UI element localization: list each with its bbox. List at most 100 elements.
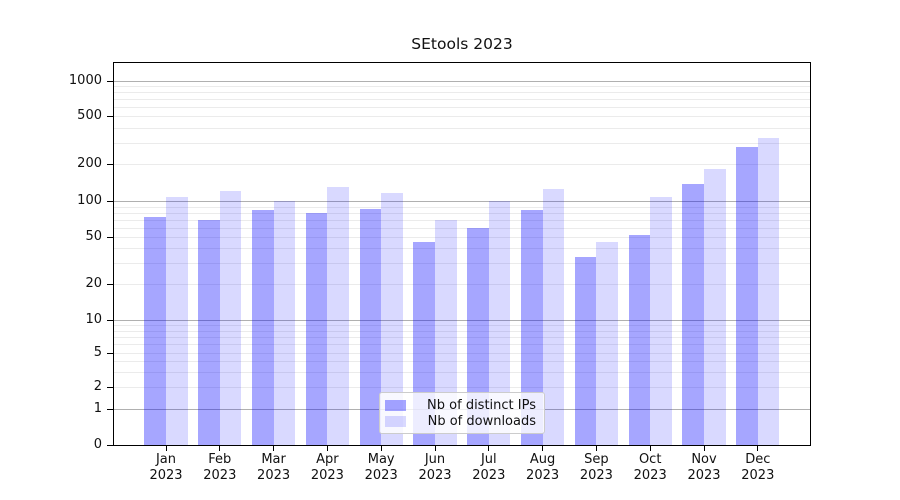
gridline-minor-6 bbox=[114, 344, 810, 346]
bar-distinct-ips-sep bbox=[574, 256, 597, 445]
x-tick-label-line: 2023 bbox=[418, 468, 452, 483]
gridline-minor-900 bbox=[114, 86, 810, 88]
y-tick-mark-50 bbox=[107, 236, 113, 238]
y-tick-mark-20 bbox=[107, 283, 113, 285]
legend-label-distinct-ips: Nb of distinct IPs bbox=[427, 397, 536, 413]
bar-downloads-aug bbox=[542, 189, 565, 445]
gridline-minor-60 bbox=[114, 227, 810, 229]
x-tick-label-line: 2023 bbox=[741, 468, 775, 483]
bar-distinct-ips-may bbox=[359, 208, 382, 445]
bar-downloads-apr bbox=[327, 186, 350, 445]
bar-distinct-ips-jul bbox=[467, 227, 489, 445]
legend-item-distinct-ips: Nb of distinct IPs bbox=[385, 397, 536, 413]
bar-downloads-mar bbox=[273, 201, 296, 445]
x-tick-label-line: 2023 bbox=[633, 468, 667, 483]
y-axis-tick-label-0: 0 bbox=[93, 437, 102, 452]
gridline-minor-30 bbox=[114, 263, 810, 265]
y-axis-tick-label-10: 10 bbox=[85, 312, 102, 327]
y-tick-mark-5 bbox=[107, 352, 113, 354]
x-tick-mark-3 bbox=[326, 446, 328, 451]
x-axis-tick-label-feb: Feb 2023 bbox=[193, 452, 247, 484]
gridline-major-1000 bbox=[114, 81, 810, 82]
x-tick-label-line: 2023 bbox=[203, 468, 237, 483]
x-axis-tick-label-sep: Sep 2023 bbox=[569, 452, 623, 484]
x-tick-label-line: Feb bbox=[208, 452, 232, 467]
gridline-major-10 bbox=[114, 320, 810, 321]
y-tick-mark-1000 bbox=[107, 80, 113, 82]
gridline-minor-9 bbox=[114, 325, 810, 326]
gridline-minor-2 bbox=[114, 387, 810, 388]
gridline-minor-400 bbox=[114, 127, 810, 129]
x-tick-label-line: May bbox=[367, 452, 395, 467]
x-tick-mark-9 bbox=[649, 446, 651, 451]
gridline-major-100 bbox=[114, 201, 810, 202]
x-axis-tick-label-oct: Oct 2023 bbox=[623, 452, 677, 484]
bar-downloads-oct bbox=[650, 196, 672, 445]
x-tick-label-line: 2023 bbox=[310, 468, 344, 483]
x-tick-label-line: Dec bbox=[745, 452, 771, 467]
gridline-minor-5 bbox=[114, 353, 810, 354]
x-tick-mark-8 bbox=[595, 446, 597, 451]
legend-swatch-downloads bbox=[385, 415, 406, 427]
bar-downloads-nov bbox=[704, 169, 726, 445]
x-tick-label-line: Oct bbox=[638, 452, 662, 467]
y-axis-tick-label-1000: 1000 bbox=[68, 73, 102, 88]
legend: Nb of distinct IPs Nb of downloads bbox=[379, 392, 545, 434]
x-axis-tick-label-nov: Nov 2023 bbox=[677, 452, 731, 484]
y-axis-tick-label-1: 1 bbox=[93, 401, 102, 416]
y-tick-mark-1 bbox=[107, 408, 113, 410]
bar-downloads-sep bbox=[596, 242, 619, 445]
gridline-minor-8 bbox=[114, 330, 810, 332]
y-tick-mark-100 bbox=[107, 200, 113, 202]
gridline-minor-300 bbox=[114, 142, 810, 144]
x-tick-mark-4 bbox=[380, 446, 382, 451]
x-tick-label-line: 2023 bbox=[579, 468, 613, 483]
gridline-minor-200 bbox=[114, 164, 810, 165]
x-tick-mark-7 bbox=[542, 446, 544, 451]
bar-downloads-dec bbox=[757, 138, 780, 445]
y-tick-mark-2 bbox=[107, 386, 113, 388]
bar-distinct-ips-dec bbox=[736, 146, 758, 445]
x-tick-label-line: Jan bbox=[155, 452, 177, 467]
x-tick-mark-10 bbox=[703, 446, 705, 451]
gridline-minor-800 bbox=[114, 92, 810, 94]
y-axis-tick-label-500: 500 bbox=[77, 108, 102, 123]
x-tick-label-line: 2023 bbox=[257, 468, 291, 483]
x-axis-tick-label-jun: Jun 2023 bbox=[408, 452, 462, 484]
legend-label-downloads: Nb of downloads bbox=[427, 413, 536, 429]
gridline-minor-50 bbox=[114, 237, 810, 238]
bar-downloads-may bbox=[381, 192, 403, 445]
legend-swatch-distinct-ips bbox=[385, 399, 406, 411]
bar-downloads-jun bbox=[435, 219, 457, 445]
bar-distinct-ips-apr bbox=[305, 212, 328, 445]
x-tick-mark-2 bbox=[273, 446, 275, 451]
bar-distinct-ips-aug bbox=[520, 210, 543, 445]
y-tick-mark-10 bbox=[107, 319, 113, 321]
x-tick-label-line: Nov bbox=[691, 452, 717, 467]
x-tick-label-line: Mar bbox=[261, 452, 286, 467]
legend-item-downloads: Nb of downloads bbox=[385, 413, 536, 429]
bar-downloads-jul bbox=[488, 200, 511, 445]
y-axis-tick-label-100: 100 bbox=[77, 193, 102, 208]
bar-distinct-ips-oct bbox=[628, 235, 651, 445]
y-axis-tick-label-20: 20 bbox=[85, 276, 102, 291]
y-tick-mark-0 bbox=[107, 444, 113, 446]
bar-distinct-ips-mar bbox=[251, 210, 274, 445]
gridline-minor-500 bbox=[114, 116, 810, 117]
gridline-minor-90 bbox=[114, 206, 810, 208]
x-tick-label-line: 2023 bbox=[364, 468, 398, 483]
x-axis-tick-label-mar: Mar 2023 bbox=[247, 452, 301, 484]
x-tick-mark-5 bbox=[434, 446, 436, 451]
bar-distinct-ips-feb bbox=[198, 219, 220, 445]
gridline-minor-600 bbox=[114, 106, 810, 108]
x-tick-mark-11 bbox=[757, 446, 759, 451]
x-tick-mark-6 bbox=[488, 446, 490, 451]
gridline-minor-40 bbox=[114, 248, 810, 250]
y-tick-mark-200 bbox=[107, 163, 113, 165]
chart-title: SEtools 2023 bbox=[411, 35, 513, 53]
y-axis-tick-label-2: 2 bbox=[93, 379, 102, 394]
x-tick-label-line: 2023 bbox=[687, 468, 721, 483]
bar-downloads-jan bbox=[166, 196, 188, 445]
x-axis-tick-label-aug: Aug 2023 bbox=[516, 452, 570, 484]
bar-distinct-ips-nov bbox=[682, 183, 704, 445]
